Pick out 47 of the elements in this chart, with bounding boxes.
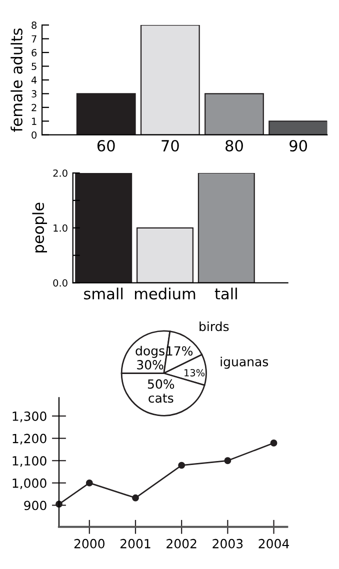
bar — [76, 93, 136, 135]
point — [224, 457, 232, 464]
y-tick-label: 4 — [31, 76, 37, 84]
y-tick-label: 1,300 — [12, 411, 46, 422]
y-tick-label: 1.0 — [54, 224, 68, 232]
bar — [268, 120, 328, 135]
slice-label: cats — [148, 394, 174, 403]
x-tick-label: 2000 — [74, 538, 104, 548]
y-tick-label: 1,000 — [12, 478, 46, 490]
y-tick-label: 2.0 — [53, 169, 68, 177]
bar — [204, 93, 264, 135]
y-tick-label: 900 — [24, 500, 46, 510]
bar — [140, 25, 200, 135]
data-label: 50% — [148, 379, 174, 389]
y-axis-title: people — [32, 202, 48, 252]
x-tick-label: 60 — [97, 140, 115, 152]
x-tick-label: 80 — [226, 140, 243, 152]
y-tick-label: 7 — [32, 35, 36, 42]
slice-label: iguanas — [220, 356, 268, 369]
slice-label: birds — [200, 321, 229, 332]
point — [132, 494, 139, 502]
x-tick-label: 70 — [162, 140, 179, 152]
x-tick-label: 90 — [290, 140, 308, 152]
x-tick-label: 2004 — [258, 538, 289, 548]
x-tick-label: 2003 — [212, 538, 243, 548]
point — [178, 462, 186, 469]
y-axis-title: female adults — [10, 28, 22, 132]
y-tick-label: 6 — [32, 48, 37, 56]
x-tick-label: tall — [214, 288, 237, 300]
x-tick-label: 2001 — [120, 538, 150, 548]
x-tick-label: small — [84, 288, 123, 300]
y-tick-label: 5 — [32, 62, 36, 70]
point — [270, 440, 278, 446]
y-tick-label: 1 — [32, 118, 36, 125]
x-tick-label: medium — [134, 288, 196, 300]
y-tick-label: 1,100 — [12, 456, 46, 467]
point — [86, 479, 93, 486]
y-tick-label: 3 — [32, 90, 36, 98]
data-label: 30% — [137, 360, 164, 370]
y-tick-label: 2 — [32, 104, 36, 112]
y-tick-label: 1,200 — [12, 434, 46, 445]
y-tick-label: 0 — [32, 131, 37, 139]
y-tick-label: 8 — [32, 22, 37, 29]
data-label: 13% — [184, 369, 205, 376]
slice-label: dogs — [136, 346, 164, 358]
x-tick-label: 2002 — [166, 538, 196, 548]
y-tick-label: 0.0 — [53, 279, 68, 287]
